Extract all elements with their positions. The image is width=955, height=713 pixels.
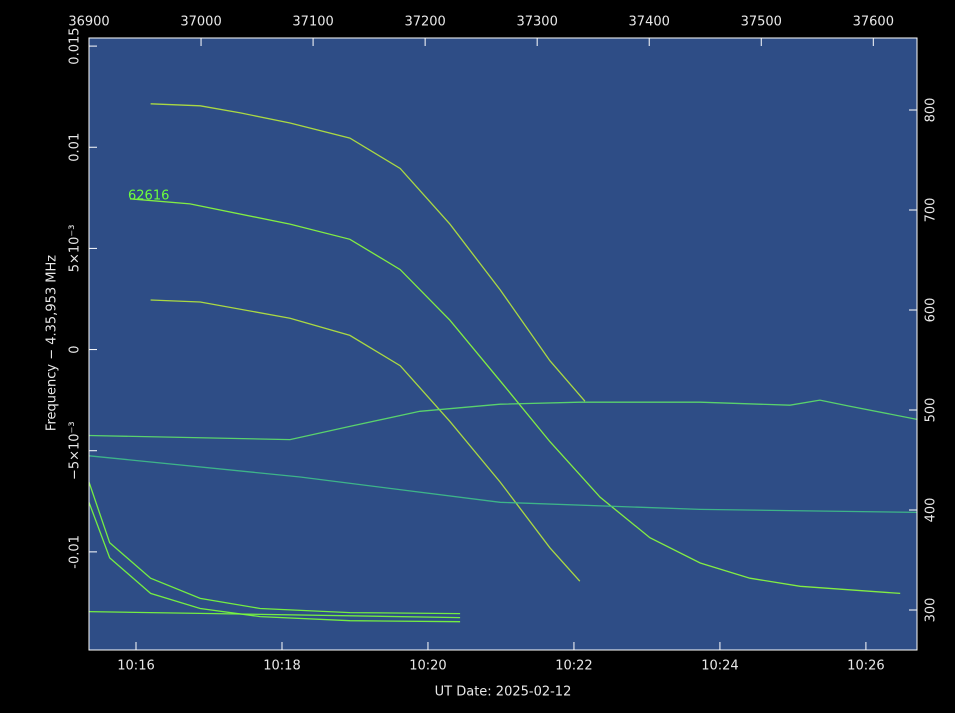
x-tick-label: 10:26 bbox=[847, 659, 884, 674]
x2-tick-label: 37600 bbox=[853, 15, 894, 30]
trace-line bbox=[150, 299, 581, 582]
x-tick-label: 10:18 bbox=[263, 659, 300, 674]
y-axis-label: Frequency − 4.35,953 MHz bbox=[45, 255, 60, 431]
y2-tick-label: 500 bbox=[924, 398, 939, 423]
trace-line bbox=[88, 481, 461, 615]
x2-tick-label: 37500 bbox=[741, 15, 782, 30]
x-tick-label: 10:20 bbox=[409, 659, 446, 674]
y-tick-label: −5×10⁻³ bbox=[68, 421, 83, 480]
trace-line bbox=[88, 455, 918, 514]
y2-tick-label: 700 bbox=[924, 198, 939, 223]
x-tick-label: 10:16 bbox=[117, 659, 154, 674]
trace-line bbox=[88, 610, 461, 619]
plot-background bbox=[89, 38, 917, 650]
y-tick-label: 5×10⁻³ bbox=[68, 225, 83, 273]
x2-tick-label: 37000 bbox=[180, 15, 221, 30]
annotation: 62616 bbox=[128, 188, 169, 203]
x2-tick-label: 36900 bbox=[68, 15, 109, 30]
trace-line bbox=[88, 502, 461, 623]
x-tick-label: 10:22 bbox=[555, 659, 592, 674]
trace-line bbox=[129, 198, 901, 595]
x2-tick-label: 37100 bbox=[292, 15, 333, 30]
y-tick-label: 0 bbox=[68, 345, 83, 353]
x-axis-label: UT Date: 2025-02-12 bbox=[435, 685, 572, 700]
y2-tick-label: 400 bbox=[924, 498, 939, 523]
trace-line bbox=[150, 103, 586, 402]
y2-tick-label: 300 bbox=[924, 598, 939, 623]
x2-tick-label: 37400 bbox=[629, 15, 670, 30]
trace-line bbox=[88, 399, 918, 441]
x-tick-label: 10:24 bbox=[701, 659, 738, 674]
y-tick-label: 0.015 bbox=[68, 27, 83, 64]
x2-tick-label: 37300 bbox=[516, 15, 557, 30]
y-tick-label: -0.01 bbox=[68, 535, 83, 569]
y2-tick-label: 800 bbox=[924, 98, 939, 123]
y2-tick-label: 600 bbox=[924, 298, 939, 323]
x2-tick-label: 37200 bbox=[404, 15, 445, 30]
y-tick-label: 0.01 bbox=[68, 133, 83, 162]
plot-frame bbox=[88, 37, 918, 651]
